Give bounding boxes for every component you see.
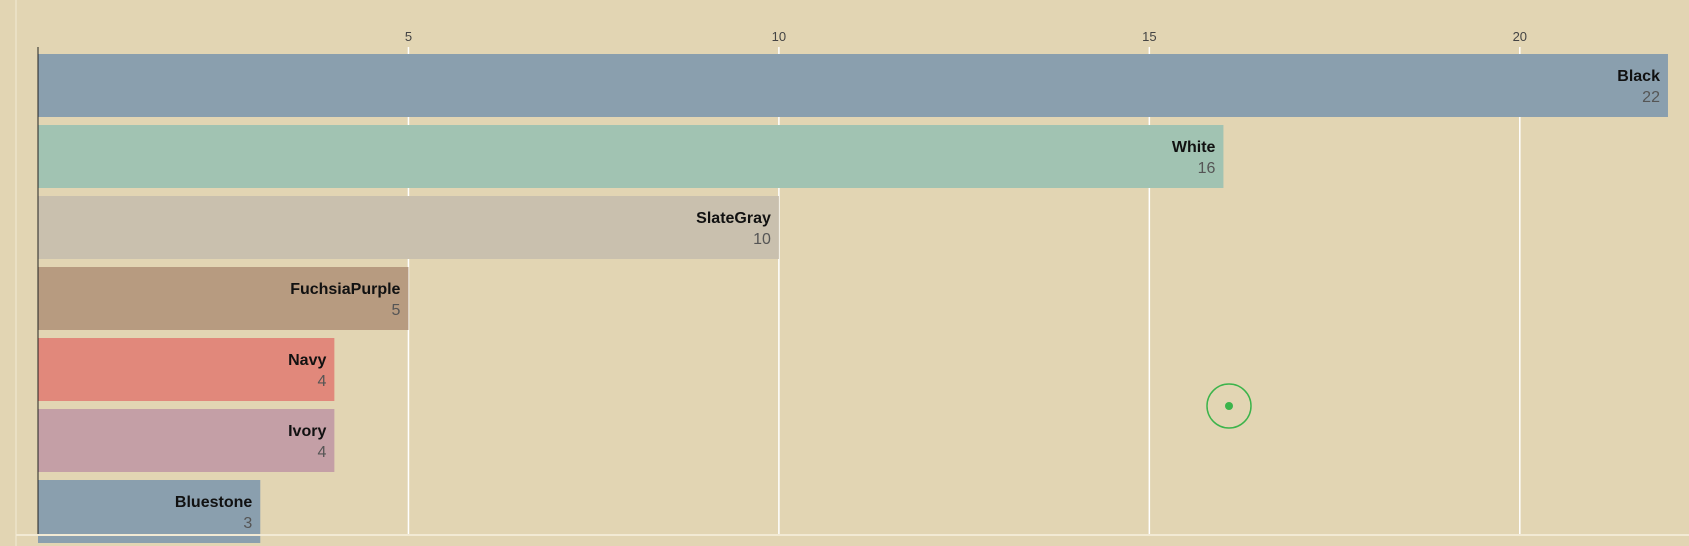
bar bbox=[38, 196, 779, 259]
bar-category-label: Bluestone bbox=[175, 494, 252, 511]
bar-category-label: White bbox=[1172, 139, 1216, 156]
bar-category-label: Ivory bbox=[288, 423, 326, 440]
x-tick-label: 10 bbox=[772, 29, 786, 44]
x-tick-label: 5 bbox=[405, 29, 412, 44]
cursor-indicator bbox=[1206, 383, 1252, 429]
bar bbox=[38, 125, 1224, 188]
bar-value-label: 16 bbox=[1198, 160, 1216, 177]
bar bbox=[38, 54, 1668, 117]
x-axis-ticks: 5 10 15 20 bbox=[405, 29, 1527, 44]
bar-value-label: 4 bbox=[317, 373, 326, 390]
bar-value-label: 22 bbox=[1642, 89, 1660, 106]
bar-labels: Black 22 White 16 SlateGray 10 FuchsiaPurple 5 N… bbox=[175, 68, 1660, 532]
cursor-ring bbox=[1206, 383, 1252, 429]
bar bbox=[38, 338, 335, 401]
bar-value-label: 5 bbox=[392, 302, 401, 319]
bar-category-label: Black bbox=[1617, 68, 1660, 85]
x-tick-label: 20 bbox=[1513, 29, 1527, 44]
bar-category-label: Navy bbox=[288, 352, 326, 369]
bar bbox=[38, 480, 261, 543]
bar bbox=[38, 267, 409, 330]
bar bbox=[38, 409, 335, 472]
cursor-dot bbox=[1225, 402, 1233, 410]
bar-category-label: SlateGray bbox=[696, 210, 771, 227]
bar-value-label: 4 bbox=[317, 444, 326, 461]
bar-value-label: 10 bbox=[753, 231, 771, 248]
x-tick-label: 15 bbox=[1142, 29, 1156, 44]
bar-value-label: 3 bbox=[243, 515, 252, 532]
gridlines bbox=[407, 47, 1521, 535]
bar-category-label: FuchsiaPurple bbox=[290, 281, 400, 298]
bars bbox=[38, 54, 1668, 543]
